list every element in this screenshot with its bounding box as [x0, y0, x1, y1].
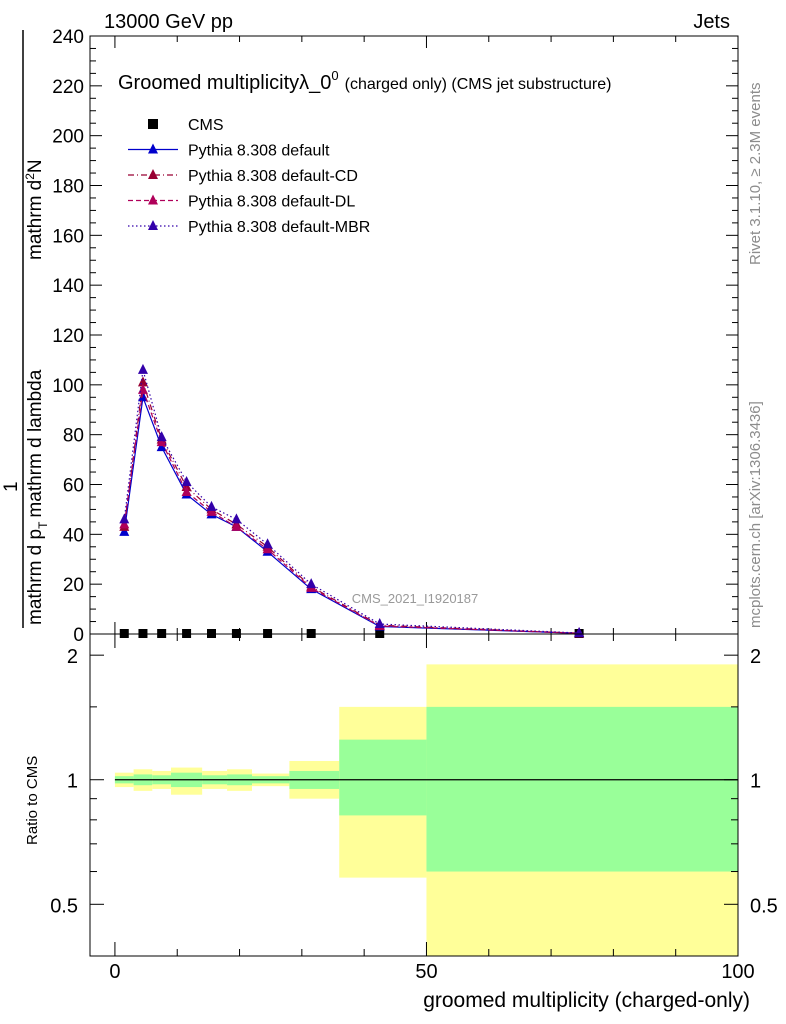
ratio-bands: [114, 664, 738, 956]
ratio-x-ticks: 0 50 100: [109, 634, 755, 983]
series-marker-dashdot: [137, 376, 148, 387]
ratio-y-tick-label-left: 1: [67, 771, 78, 793]
legend-marker-dashdot: [148, 169, 158, 179]
series-marker-dotted: [156, 431, 167, 442]
series-marker-dotted: [231, 513, 242, 524]
y-tick-label: 160: [52, 226, 84, 247]
ratio-plot-frame: [89, 633, 739, 957]
ratio-y-axis-label: Ratio to CMS: [24, 756, 41, 845]
series-marker-dotted: [119, 513, 130, 524]
analysis-watermark: CMS_2021_I1920187: [352, 591, 479, 606]
ratio-y-tick-label-left: 2: [67, 646, 78, 668]
ratio-band-inner: [426, 706, 738, 872]
series-marker-dashed: [181, 485, 192, 496]
main-y-axis-label: mathrm d2N 1 mathrm d pTmathrm d lambda: [1, 30, 50, 628]
ratio-y-tick-label-right: 0.5: [750, 895, 778, 917]
ylabel-one: 1: [1, 481, 22, 492]
y-tick-label: 60: [63, 476, 84, 497]
y-tick-label: 40: [63, 525, 84, 546]
y-tick-label: 240: [52, 27, 84, 48]
y-tick-label: 100: [52, 376, 84, 397]
energy-label: 13000 GeV pp: [104, 11, 233, 33]
series-line-dashdot: [123, 382, 580, 634]
legend-marker-dashed: [148, 194, 158, 205]
series-line-dotted: [123, 369, 580, 634]
y-tick-label: 220: [52, 77, 84, 98]
legend-marker-solid: [148, 143, 158, 154]
series-marker-dotted: [137, 363, 148, 374]
ratio-y-tick-label-right: 1: [750, 771, 761, 793]
series-line-solid: [123, 397, 580, 634]
main-x-ticks: [114, 36, 739, 634]
y-tick-label: 80: [63, 426, 84, 447]
x-axis-label: groomed multiplicity (charged-only): [423, 989, 750, 1012]
y-tick-label: 200: [52, 127, 84, 148]
plot-title-main: Groomed multiplicityλ_0: [118, 72, 331, 94]
series-marker-solid: [137, 391, 148, 402]
series-marker-dashed: [231, 520, 242, 531]
legend-label: Pythia 8.308 default-CD: [188, 168, 358, 185]
main-plot: 0 20 40 60 80 100 120 140 160 180 200 220 240 CMS_20…: [52, 27, 739, 646]
plot-title-superscript: 0: [331, 68, 338, 83]
mcplots-info: mcplots.cern.ch [arXiv:1306.3436]: [747, 401, 764, 628]
y-tick-label: 140: [52, 276, 84, 297]
ylabel-numerator-line1: mathrm d2N: [23, 159, 46, 260]
y-tick-label: 0: [73, 625, 84, 646]
plot-title-suffix: (charged only) (CMS jet substructure): [345, 76, 612, 93]
series-marker-dotted: [181, 476, 192, 487]
legend-cms-marker: [148, 119, 158, 129]
series-line-dashed: [123, 389, 580, 634]
legend-label: Pythia 8.308 default-MBR: [188, 219, 370, 236]
x-tick-label: 0: [109, 961, 120, 983]
series-marker-dotted: [262, 538, 273, 549]
legend-label: Pythia 8.308 default: [188, 143, 330, 160]
plot-title: Groomed multiplicityλ_00 (charged only) (…: [118, 68, 611, 94]
legend-label: Pythia 8.308 default-DL: [188, 194, 355, 211]
ratio-y-tick-label-left: 0.5: [50, 895, 78, 917]
ratio-plot: 0.5 0.5 1 1 2 2 0 50 100 Ratio to CMS groomed m…: [24, 633, 778, 1012]
main-y-ticks: 0 20 40 60 80 100 120 140 160 180 200 220 240: [52, 27, 738, 646]
process-label: Jets: [693, 11, 730, 33]
series-marker-dotted: [374, 618, 385, 629]
x-tick-label: 50: [415, 961, 437, 983]
ratio-band-inner: [339, 739, 427, 816]
legend-label: CMS: [188, 117, 224, 134]
x-tick-label: 100: [721, 961, 754, 983]
legend-marker-dotted: [148, 220, 158, 230]
series-marker-dotted: [206, 500, 217, 511]
ylabel-denominator-mid: mathrm d pTmathrm d lambda: [25, 369, 50, 625]
series-marker-dotted: [574, 627, 585, 638]
series-marker-dotted: [306, 578, 317, 589]
ratio-y-tick-label-right: 2: [750, 646, 761, 668]
legend: CMS Pythia 8.308 default Pythia 8.308 defa…: [128, 117, 370, 236]
y-tick-label: 180: [52, 177, 84, 198]
y-tick-label: 20: [63, 575, 84, 596]
rivet-info: Rivet 3.1.10, ≥ 2.3M events: [747, 83, 764, 266]
ratio-y-ticks: 0.5 0.5 1 1 2 2: [50, 646, 778, 917]
y-tick-label: 120: [52, 326, 84, 347]
